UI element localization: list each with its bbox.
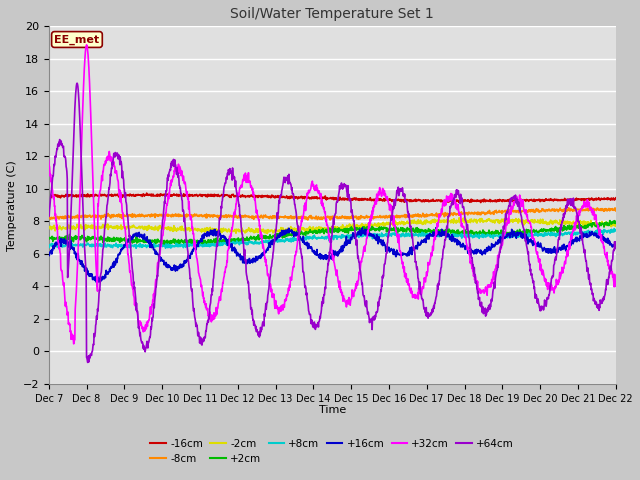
X-axis label: Time: Time bbox=[319, 405, 346, 415]
Text: EE_met: EE_met bbox=[54, 35, 99, 45]
Y-axis label: Temperature (C): Temperature (C) bbox=[7, 160, 17, 251]
Legend: -16cm, -8cm, -2cm, +2cm, +8cm, +16cm, +32cm, +64cm: -16cm, -8cm, -2cm, +2cm, +8cm, +16cm, +3… bbox=[147, 435, 518, 468]
Title: Soil/Water Temperature Set 1: Soil/Water Temperature Set 1 bbox=[230, 7, 434, 21]
